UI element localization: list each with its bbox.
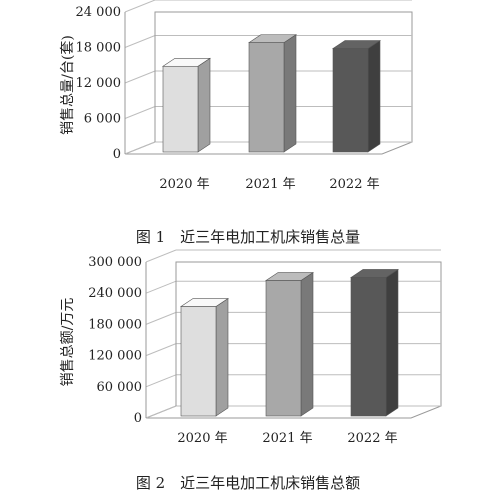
x-tick-label: 2021 年 bbox=[262, 431, 312, 446]
bar-side bbox=[367, 39, 381, 153]
bar bbox=[332, 39, 381, 153]
gridline-depth bbox=[145, 374, 177, 388]
bar-front bbox=[248, 42, 285, 153]
bar-side bbox=[197, 57, 211, 153]
gridline-depth bbox=[145, 311, 177, 325]
gridline-depth bbox=[124, 106, 156, 119]
x-tick-label: 2020 年 bbox=[177, 431, 227, 446]
y-tick-label: 24 000 bbox=[76, 5, 122, 20]
x-tick-label: 2020 年 bbox=[159, 177, 209, 192]
figure-caption: 图 1 近三年电加工机床销售总量 bbox=[136, 228, 360, 246]
x-tick-label: 2022 年 bbox=[329, 177, 379, 192]
gridline-depth bbox=[124, 0, 156, 13]
gridline-depth bbox=[145, 249, 177, 263]
y-axis-label: 销售总额/万元 bbox=[60, 298, 76, 387]
bar-side bbox=[300, 271, 314, 417]
bar bbox=[265, 271, 314, 417]
bar bbox=[248, 34, 297, 153]
figure-caption: 图 2 近三年电加工机床销售总额 bbox=[136, 474, 360, 492]
gridline-depth bbox=[145, 405, 177, 419]
gridline-depth bbox=[124, 35, 156, 48]
bar bbox=[350, 268, 399, 417]
y-tick-label: 0 bbox=[134, 411, 142, 426]
x-tick-label: 2022 年 bbox=[347, 431, 397, 446]
bar-front bbox=[265, 280, 302, 417]
y-axis-label: 销售总量/台(套) bbox=[60, 35, 76, 135]
gridline-depth bbox=[124, 70, 156, 84]
bar bbox=[162, 57, 211, 153]
gridline-depth bbox=[145, 343, 177, 357]
gridline-depth bbox=[124, 141, 156, 155]
y-tick-label: 60 000 bbox=[97, 380, 143, 395]
chart-1: 0 6 000 12 000 18 000 24 000 2020 年 2021 年 2022… bbox=[60, 0, 413, 246]
bar-front bbox=[180, 306, 217, 417]
y-tick-label: 120 000 bbox=[88, 349, 142, 364]
bar-front bbox=[350, 277, 387, 417]
y-tick-label: 300 000 bbox=[88, 255, 142, 270]
chart-2: 0 60 000 120 000 180 000 240 000 300 000 2020 … bbox=[60, 249, 442, 492]
y-tick-label: 240 000 bbox=[88, 286, 142, 301]
y-tick-label: 0 bbox=[113, 147, 121, 162]
y-tick-label: 180 000 bbox=[88, 317, 142, 332]
bar-side bbox=[215, 297, 229, 417]
bar bbox=[180, 297, 229, 417]
bar-side bbox=[283, 34, 297, 153]
y-tick-label: 6 000 bbox=[84, 112, 121, 127]
bar-side bbox=[385, 268, 399, 417]
bar-front bbox=[332, 48, 369, 153]
y-tick-label: 12 000 bbox=[76, 76, 122, 91]
bar-front bbox=[162, 65, 199, 153]
x-tick-label: 2021 年 bbox=[245, 177, 295, 192]
gridline-depth bbox=[145, 280, 177, 294]
y-tick-label: 18 000 bbox=[76, 41, 122, 56]
